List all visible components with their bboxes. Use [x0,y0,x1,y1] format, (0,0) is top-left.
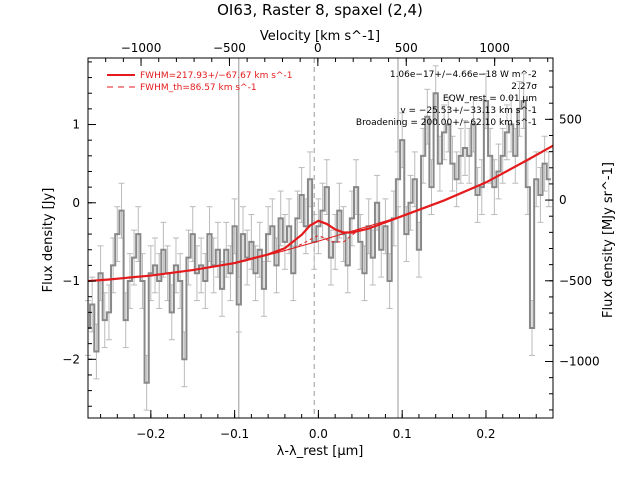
annotation-eqw: EQW_rest = 0.01 μm [443,94,537,104]
axis-ticks: −0.2 −0.1 0.0 0.1 0.2 −2 −1 0 1 −1000 −500 0 500 1000… [62,41,599,441]
x-tick-label: 0.1 [393,427,412,441]
annotation-flux: 1.06e−17+/−4.66e−18 W m^-2 [390,70,537,80]
legend-entry-fwhm-th: FWHM_th=86.57 km s^-1 [140,83,257,93]
plot-frame [87,57,554,419]
fit-line-1 [88,145,553,282]
annotation-broadening: Broadening = 200.00+/−62.10 km s^-1 [356,118,537,128]
top-tick-label: 500 [395,41,418,55]
top-tick-label: 1000 [479,41,510,55]
y-tick-label: 1 [72,118,80,132]
right-tick-label: −1000 [559,354,600,368]
right-tick-label: 0 [559,193,567,207]
chart-title: OI63, Raster 8, spaxel (2,4) [217,1,423,19]
annotation-sigma: 2.27σ [511,82,537,92]
x-tick-label: 0.0 [309,427,328,441]
fit-annotations: 1.06e−17+/−4.66e−18 W m^-2 2.27σ EQW_res… [356,70,537,128]
y-tick-label: −1 [62,274,80,288]
y-tick-label: −2 [62,352,80,366]
top-tick-label: −500 [213,41,246,55]
y-tick-label: 0 [72,196,80,210]
right-tick-label: −500 [559,274,592,288]
fit-line-2 [276,228,361,254]
top-tick-label: 0 [314,41,322,55]
data-series [88,92,553,384]
y-axis-title: Flux density [Jy] [41,188,56,293]
x-tick-label: 0.2 [476,427,495,441]
top-tick-label: −1000 [121,41,162,55]
legend-entry-fwhm: FWHM=217.93+/−67.67 km s^-1 [140,71,292,81]
annotation-velocity: v = −25.53+/−33.13 km s^-1 [400,106,537,116]
right-tick-label: 500 [559,112,582,126]
top-axis-title: Velocity [km s^-1] [260,29,380,44]
axes-frame [87,57,554,419]
x-tick-label: −0.2 [136,427,165,441]
x-axis-title: λ-λ_rest [μm] [277,444,364,459]
legend: FWHM=217.93+/−67.67 km s^-1 FWHM_th=86.5… [107,71,292,93]
right-axis-title: Flux density [MJy sr^-1] [601,162,616,318]
x-tick-label: −0.1 [220,427,249,441]
spectrum-step-series [88,92,551,384]
